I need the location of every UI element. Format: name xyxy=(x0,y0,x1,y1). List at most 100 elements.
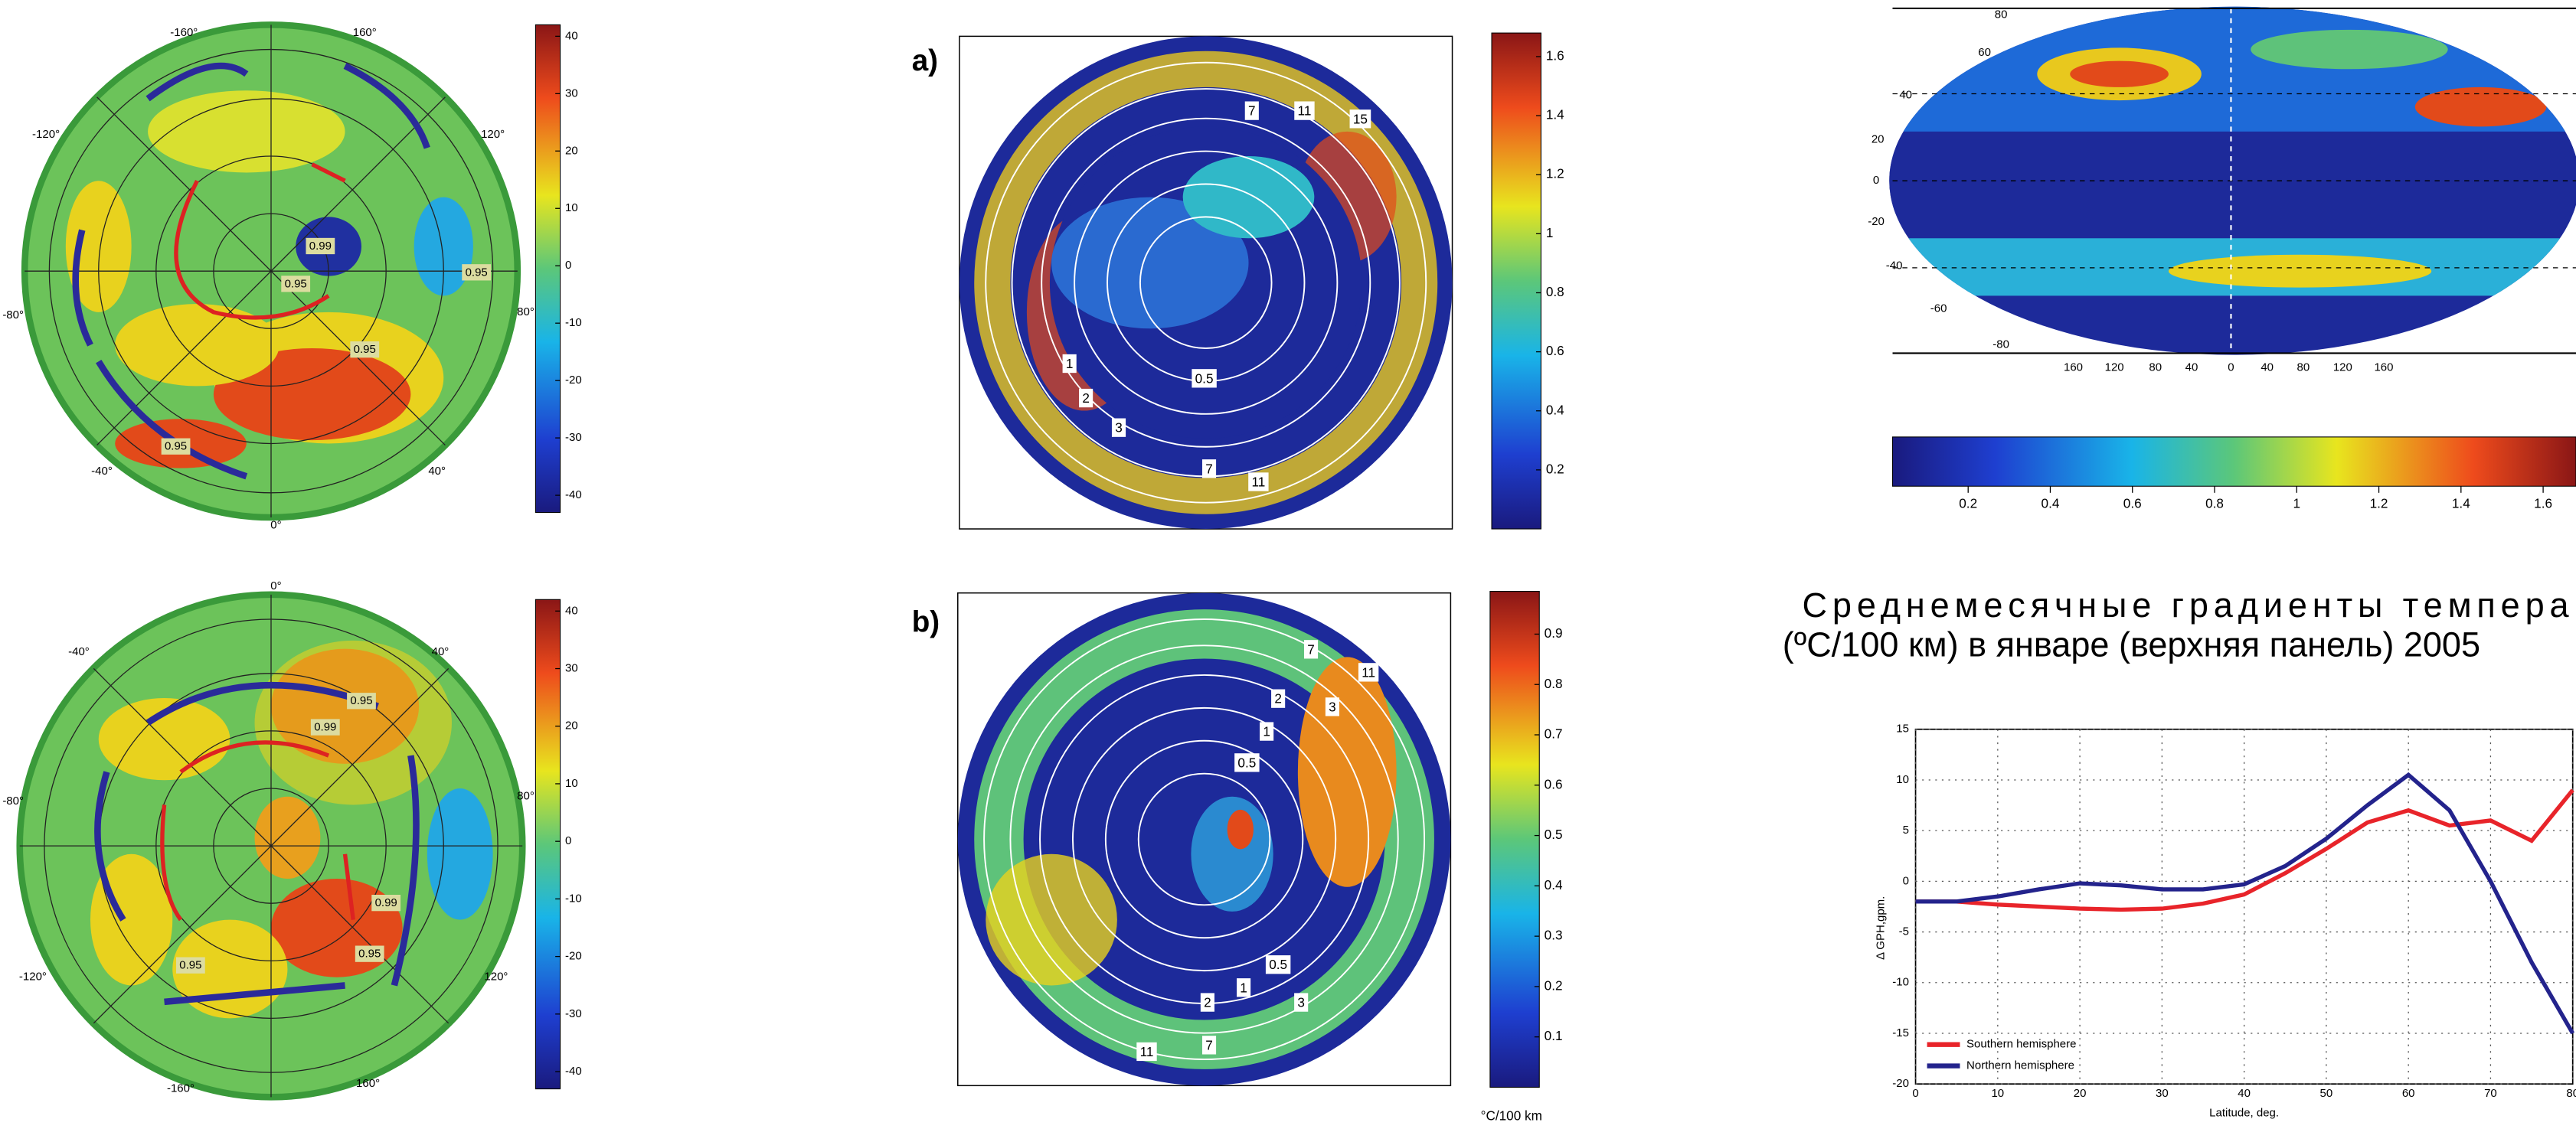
colorbar-tick-label: 0.5 xyxy=(1545,827,1563,842)
label-box xyxy=(1079,388,1093,408)
colorbar-tick-label: 10 xyxy=(565,777,578,790)
label-box xyxy=(1234,753,1260,772)
isoline-label: 3 xyxy=(1115,420,1123,436)
caption: Среднемесячные градиенты темпера xyxy=(1803,586,2574,625)
colorbar-tick-label: 1.6 xyxy=(2534,495,2552,511)
lon-label: -160° xyxy=(170,26,198,39)
contour-label: 0.95 xyxy=(354,343,376,356)
lon-label: 0 xyxy=(2228,361,2234,374)
isoline-label: 2 xyxy=(1082,390,1090,406)
x-tick-label: 30 xyxy=(2156,1087,2169,1100)
unit-label: °C/100 km xyxy=(1481,1108,1542,1124)
label-box xyxy=(1201,1036,1217,1055)
legend-label: Northern hemisphere xyxy=(1966,1059,2074,1072)
contour-label: 0.95 xyxy=(179,959,201,972)
contour-label: 0.99 xyxy=(309,240,332,253)
x-tick-label: 0 xyxy=(1912,1087,1918,1100)
label-box xyxy=(462,264,492,281)
lon-label: 120 xyxy=(2105,361,2124,374)
colorbar-tick-label: 0.6 xyxy=(2123,495,2142,511)
isoline-label: 11 xyxy=(1251,474,1265,489)
label-box xyxy=(281,276,311,292)
lon-label: 120° xyxy=(484,971,508,984)
label-box xyxy=(1136,1042,1157,1062)
lon-label: -40° xyxy=(91,465,113,478)
colorbar-tick-label: 0.4 xyxy=(1545,877,1563,892)
y-tick-label: 10 xyxy=(1896,773,1909,786)
isoline-label: 2 xyxy=(1204,995,1211,1010)
isoline-label: 3 xyxy=(1329,699,1336,714)
lon-label: 0° xyxy=(270,519,281,532)
isoline-label: 0.5 xyxy=(1237,755,1256,770)
colorbar-tick-label: 10 xyxy=(565,201,578,214)
label-box xyxy=(1303,640,1319,659)
panel-label: b) xyxy=(912,606,940,639)
y-tick-label: 5 xyxy=(1903,824,1909,837)
lon-label: 160 xyxy=(2064,361,2083,374)
lon-label: 160° xyxy=(356,1077,380,1090)
label-box xyxy=(1260,722,1274,741)
colorbar-tick-label: 0.8 xyxy=(1546,284,1564,299)
colorbar-tick-label: 1.4 xyxy=(2452,495,2470,511)
label-box xyxy=(1271,689,1286,708)
colorbar-tick-label: 0.6 xyxy=(1545,776,1563,791)
y-tick-label: 0 xyxy=(1903,874,1909,887)
label-box xyxy=(161,438,191,455)
isoline-label: 1 xyxy=(1240,980,1247,995)
colorbar-tick-label: -30 xyxy=(565,431,582,444)
colorbar-tick-label: -10 xyxy=(565,892,582,905)
contour-label: 0.95 xyxy=(165,440,187,453)
colorbar-tick-label: 30 xyxy=(565,86,578,100)
label-box xyxy=(1248,472,1269,491)
colorbar-tick-label: 0.2 xyxy=(1959,495,1977,511)
polar-map xyxy=(959,35,1453,530)
isoline-label: 0.5 xyxy=(1269,957,1287,972)
polar-map xyxy=(21,21,521,521)
lon-label: -40° xyxy=(68,645,90,658)
lon-label: 0° xyxy=(270,579,281,592)
lon-label: 160 xyxy=(2374,361,2393,374)
label-box xyxy=(1237,978,1251,997)
world-map xyxy=(1889,6,2576,355)
contour-label: 0.99 xyxy=(314,721,336,734)
colorbar-tick-label: 1.2 xyxy=(1546,166,1564,181)
colorbar-tick-label: -40 xyxy=(565,1065,582,1078)
colorbar-tick-label: 0.3 xyxy=(1545,928,1563,943)
x-tick-label: 20 xyxy=(2074,1087,2087,1100)
colorbar-tick-label: 40 xyxy=(565,29,578,42)
lat-label: -20 xyxy=(1868,215,1885,228)
isoline-label: 11 xyxy=(1140,1044,1154,1059)
colorbar-tick-label: 0.8 xyxy=(2205,495,2224,511)
lon-label: 120 xyxy=(2333,361,2352,374)
lat-label: 20 xyxy=(1872,133,1885,146)
colorbar-tick-label: 1 xyxy=(1546,225,1554,240)
label-box xyxy=(1265,955,1291,974)
lat-label: 40 xyxy=(1899,89,1912,102)
isoline-label: 11 xyxy=(1298,103,1312,119)
lon-label: -80° xyxy=(2,308,24,321)
colorbar-tick-label: 0 xyxy=(565,259,571,272)
lon-label: -120° xyxy=(19,971,47,984)
label-box xyxy=(1349,109,1371,129)
label-box xyxy=(1294,101,1315,120)
lon-label: 40° xyxy=(432,645,449,658)
label-box xyxy=(306,237,335,255)
colorbar-tick-label: -20 xyxy=(565,950,582,963)
lon-label: 40 xyxy=(2261,361,2274,374)
isoline-label: 7 xyxy=(1205,461,1213,476)
lat-label: -40 xyxy=(1886,259,1903,272)
label-box xyxy=(1062,354,1077,374)
lon-label: 40 xyxy=(2185,361,2198,374)
line xyxy=(1915,772,2575,1035)
isoline-label: 7 xyxy=(1248,103,1256,119)
isoline-label: 15 xyxy=(1353,111,1368,126)
isoline-label: 1 xyxy=(1263,724,1270,739)
lon-label: 80° xyxy=(517,305,534,318)
colorbar-tick-label: 0.4 xyxy=(1546,402,1564,417)
colorbar-tick-label: 30 xyxy=(565,661,578,674)
label-box xyxy=(1358,663,1379,682)
lon-label: -160° xyxy=(167,1082,195,1095)
contour-label: 0.95 xyxy=(350,694,372,707)
lon-label: 80 xyxy=(2297,361,2310,374)
